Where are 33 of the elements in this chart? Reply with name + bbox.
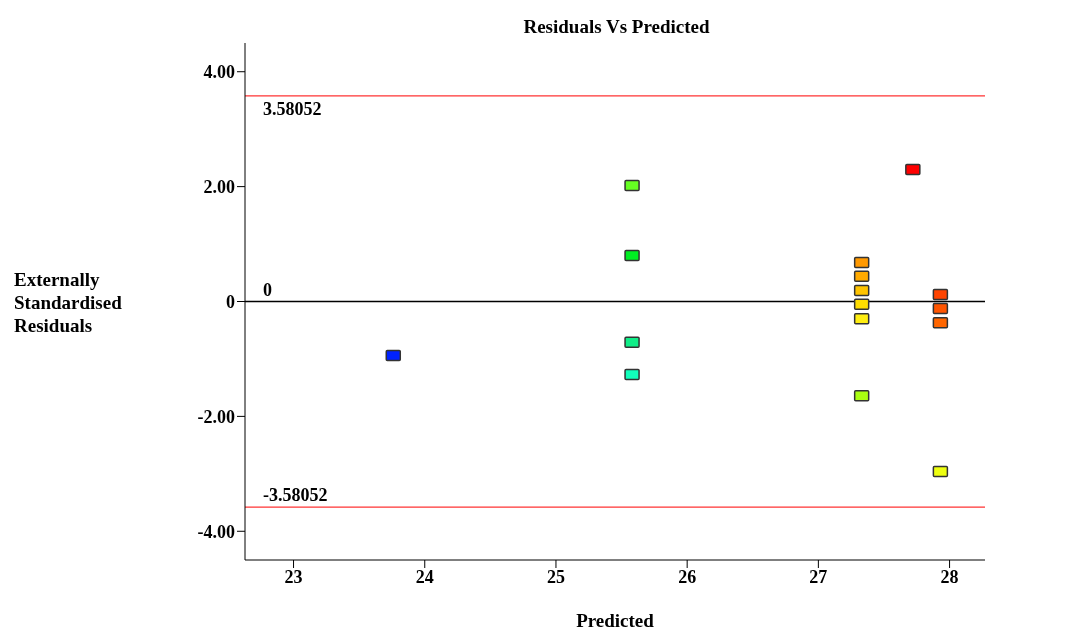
point	[624, 368, 640, 381]
point	[905, 163, 921, 176]
x-tick-label: 25	[546, 566, 565, 587]
x-tick-label: 28	[940, 566, 959, 587]
point	[385, 349, 402, 362]
point	[853, 389, 870, 402]
x-tick-label: 26	[678, 566, 697, 587]
ref-line-label: -3.58052	[263, 485, 328, 506]
point	[853, 270, 870, 282]
chart-title: Residuals Vs Predicted	[522, 16, 711, 38]
y-tick-label: 0	[226, 291, 235, 312]
ref-line-label: 0	[263, 279, 272, 300]
x-tick-label: 24	[415, 566, 434, 587]
point	[624, 249, 640, 262]
point	[853, 298, 870, 311]
point	[853, 256, 870, 269]
point	[932, 302, 949, 315]
x-tick-label: 23	[284, 566, 303, 587]
point	[624, 179, 640, 192]
point	[853, 284, 870, 297]
x-axis-title: Predicted	[576, 610, 655, 631]
x-tick-label: 27	[809, 566, 828, 587]
point	[932, 317, 949, 329]
y-tick-label: -2.00	[197, 406, 235, 427]
point	[624, 336, 640, 349]
point	[853, 312, 870, 325]
y-tick-label: 2.00	[203, 177, 235, 197]
point	[932, 465, 949, 478]
y-axis-title: Externally Standardised Residuals	[14, 268, 123, 337]
y-tick-label: -4.00	[197, 521, 235, 542]
ref-line-label: 3.58052	[263, 98, 322, 119]
point	[932, 288, 949, 301]
y-tick-label: 4.00	[203, 62, 235, 83]
